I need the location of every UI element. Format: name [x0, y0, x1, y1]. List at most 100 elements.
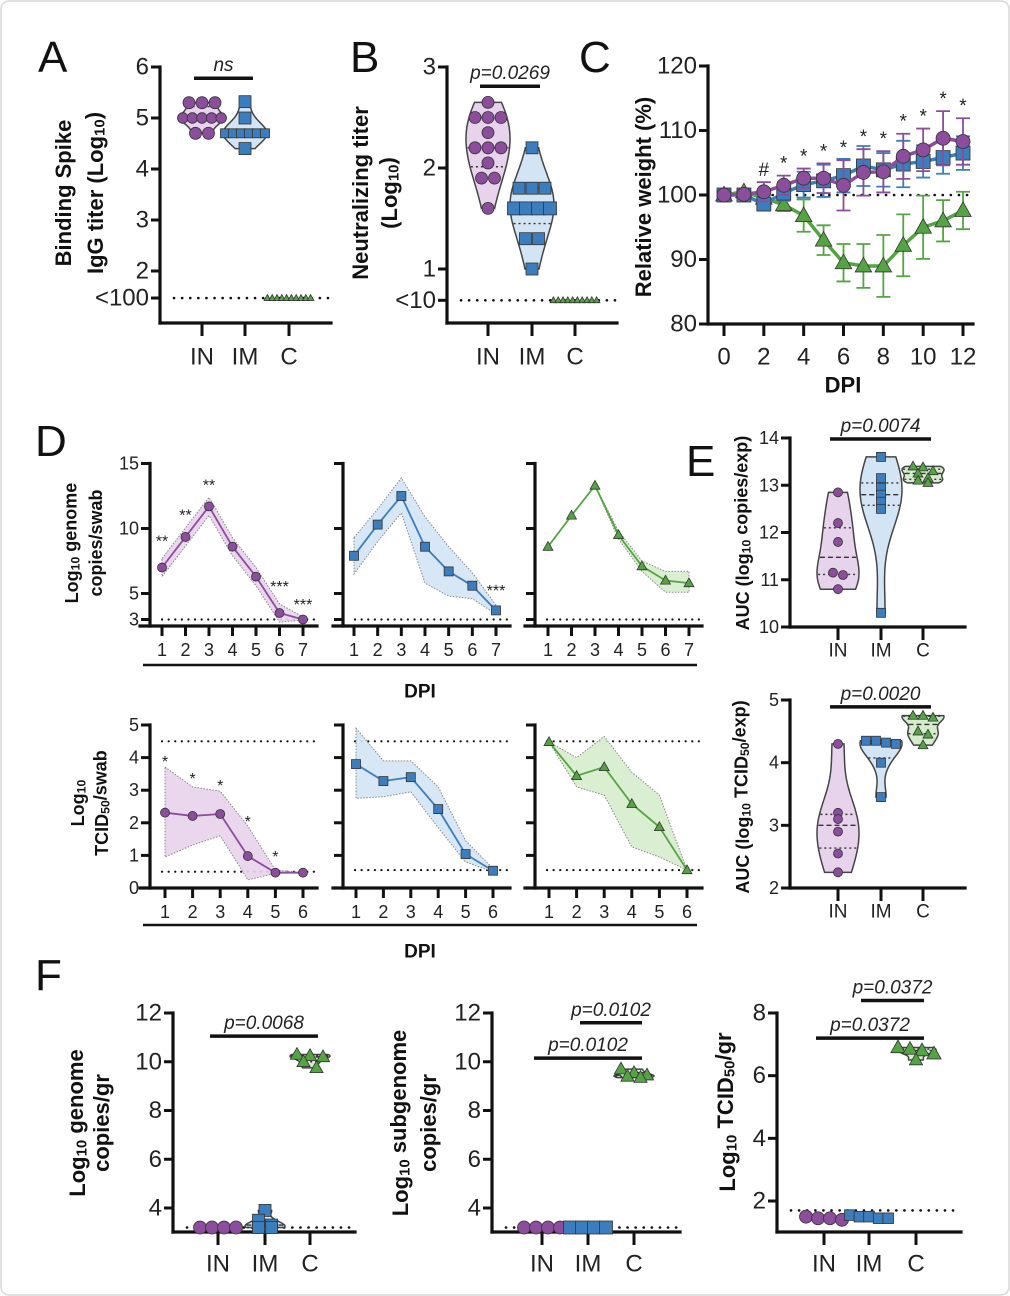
data-point: [306, 293, 315, 301]
violin-im: [859, 456, 903, 614]
significance-marker: *: [880, 129, 888, 150]
data-point: [215, 809, 226, 819]
title-text: TCID: [731, 756, 751, 803]
data-point: [298, 614, 308, 625]
significance-marker: **: [203, 478, 215, 495]
title-text: Log: [715, 1151, 740, 1191]
data-point: [799, 1209, 813, 1224]
category-label: IN: [812, 1251, 836, 1278]
x-tick-label: 2: [188, 902, 198, 922]
data-point: [297, 293, 305, 301]
y-tick-label: 6: [136, 54, 149, 81]
y-tick-label: <100: [95, 285, 149, 312]
y-tick-label: 6: [149, 1146, 162, 1173]
x-tick-label: 4: [243, 902, 253, 922]
y-axis-title: copies/swab: [86, 489, 106, 596]
significance-marker: *: [900, 112, 908, 133]
violin-c: [901, 714, 945, 746]
title-text: Neutralizing titer: [348, 106, 373, 280]
y-tick-label: 0: [129, 878, 139, 898]
data-point: [517, 1220, 531, 1235]
data-point: [612, 529, 625, 539]
p-value-label: p=0.0269: [469, 63, 550, 84]
x-tick-label: 7: [491, 640, 501, 660]
data-point: [529, 1220, 543, 1235]
data-point: [914, 217, 933, 234]
series-in: [716, 110, 971, 212]
category-label: IN: [829, 641, 848, 662]
data-point: [844, 1209, 856, 1221]
x-tick-label: 3: [406, 902, 416, 922]
significance-marker: *: [919, 107, 927, 128]
data-point: [273, 293, 281, 301]
category-label: IM: [575, 1251, 602, 1278]
title-text: Binding Spike: [51, 120, 76, 267]
y-axis-title: Log10: [68, 780, 89, 827]
y-tick-label: 5: [136, 105, 149, 132]
data-point: [578, 296, 587, 304]
title-text: /swab: [90, 750, 110, 800]
x-tick-label: 4: [797, 344, 810, 371]
category-label: C: [566, 344, 583, 371]
data-point: [565, 509, 578, 520]
subscript: 10: [396, 1159, 413, 1176]
p-value-label: p=0.0102: [570, 1000, 651, 1021]
data-point: [405, 772, 416, 783]
y-tick-label: 100: [657, 182, 697, 209]
chart-e2: 5 4 3 2 IN IM Cp=0.0020 AUC (log10 TCID50/exp): [730, 684, 967, 923]
data-point: [811, 1211, 825, 1226]
subscript: 10: [91, 119, 108, 136]
data-point: [468, 111, 482, 124]
significance-marker: *: [272, 849, 278, 866]
data-point: [481, 201, 495, 215]
chart-c: 120 110 100 90 80 0 2 4 6 8 10 12 DPI # * * * * * * * * * * Rela…: [631, 53, 977, 398]
x-tick-label: 4: [420, 640, 430, 660]
data-point: [507, 201, 521, 216]
x-tick-label: 2: [378, 902, 388, 922]
panel-label-d: D: [35, 417, 67, 466]
panel-label-e: E: [686, 437, 715, 486]
data-point: [876, 792, 886, 803]
title-text: copies/gr: [89, 1074, 114, 1172]
data-point: [542, 540, 554, 551]
y-axis-title: AUC (log10 TCID50/exp): [730, 700, 754, 893]
data-point: [573, 296, 582, 304]
data-point: [349, 550, 359, 561]
subscript: 10: [385, 165, 402, 182]
data-point: [351, 759, 361, 770]
x-tick-label: 5: [444, 640, 454, 660]
data-point: [531, 201, 545, 216]
x-tick-label: 5: [461, 902, 471, 922]
data-point: [935, 130, 951, 146]
title-text: Log: [62, 570, 82, 603]
y-tick-label: 5: [129, 584, 139, 604]
data-point: [205, 112, 218, 124]
data-point: [575, 1220, 589, 1235]
significance-marker: ***: [487, 583, 506, 600]
data-point: [193, 1220, 207, 1235]
x-tick-label: 2: [373, 640, 383, 660]
data-point: [488, 865, 498, 876]
data-point: [876, 503, 886, 514]
data-point: [238, 95, 252, 109]
chart-f3: 8 6 4 2 IN IM Cp=0.0372 p=0.0372 Log10 TCID50/gr: [710, 977, 963, 1278]
data-point: [912, 474, 924, 485]
violin-im: [859, 739, 903, 798]
data-point: [833, 826, 843, 837]
x-tick-label: 4: [613, 640, 623, 660]
y-tick-label: 2: [136, 258, 149, 285]
title-text: copies/exp): [731, 436, 751, 540]
data-point: [833, 867, 843, 878]
data-point: [774, 195, 793, 212]
data-point: [620, 1068, 635, 1082]
data-point: [532, 232, 545, 246]
title-text: Relative weight (%): [631, 97, 656, 297]
data-point: [833, 518, 843, 528]
y-tick-label: 3: [769, 815, 779, 835]
data-point: [292, 293, 301, 301]
chart-d2: 1 2 3 4 5 6 7***DPI: [143, 461, 697, 703]
category-label: IM: [232, 344, 259, 371]
title-text: Log: [65, 1156, 90, 1196]
